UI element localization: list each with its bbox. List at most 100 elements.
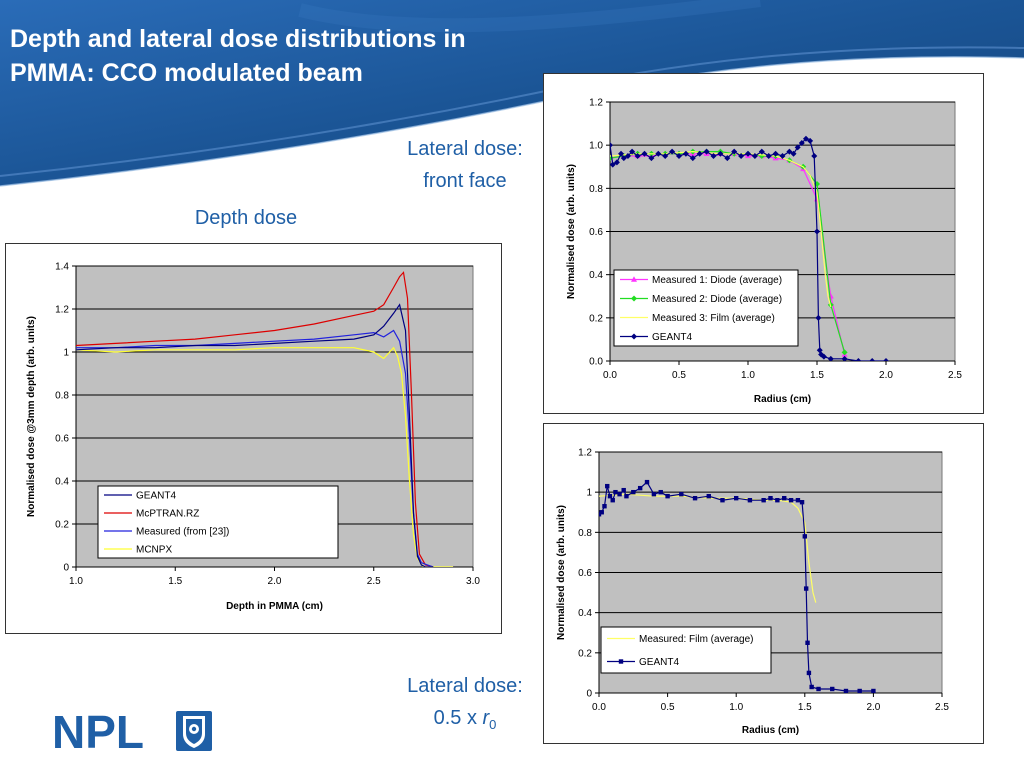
data-point [599,510,604,515]
data-point [610,498,615,503]
legend: Measured: Film (average) GEANT4 [600,626,772,674]
legend: Measured 1: Diode (average) Measured 2: D… [613,269,799,347]
data-point [811,152,818,159]
series-mcptran-rz [76,271,434,567]
data-point [871,688,876,693]
data-point [644,479,650,485]
data-point [869,358,876,361]
lateral-front-chart: 0.0 0.2 0.4 0.6 0.8 1.0 1.2 0.0 0.5 1.0 1.5 2.0 2.5 R… [543,73,984,414]
title-line-2: PMMA: CCO modulated beam [10,59,363,87]
data-point [676,152,682,159]
depth-dose-chart: 0 0.2 0.4 0.6 0.8 1 1.2 1.4 1.0 1.5 2.0 2.5 3.0 Depth… [5,243,502,634]
data-point [772,150,779,157]
data-point [624,493,629,499]
data-point [761,498,766,503]
x-tick-label: 3.0 [466,576,480,587]
data-point [682,150,689,157]
caption-lateral-half-line2: 0.5 x r0 [380,702,550,741]
y-axis-label: Normalised dose @3mm depth (arb. units) [26,316,37,517]
series-line [76,271,434,567]
data-point [692,495,698,501]
data-point [827,293,834,299]
caption-lateral-front-line2: front face [423,170,507,192]
y-tick-label: 0.2 [589,313,603,324]
data-point [734,495,739,501]
data-point [738,152,745,159]
y-tick-label: 1.2 [55,305,69,316]
data-point [602,504,607,509]
data-point [830,686,835,692]
x-axis-label: Depth in PMMA (cm) [226,601,323,612]
series-mcnpx [76,346,454,567]
x-tick-label: 1.5 [168,576,182,587]
data-point [802,534,807,539]
data-point [631,489,636,495]
legend-label: Measured 1: Diode (average) [652,275,782,286]
data-point [827,355,834,361]
data-point [613,159,620,166]
series-line [610,137,886,361]
series-geant4 [76,303,434,567]
legend-box [613,269,799,347]
y-tick-label: 0 [63,563,69,574]
x-tick-label: 2.5 [948,370,962,381]
caption-depth: Depth dose [156,202,336,234]
series-geant4 [599,479,876,693]
data-point [696,150,703,157]
legend-box [600,626,772,674]
data-point [669,148,676,155]
x-tick-label: 0.0 [603,370,617,381]
y-tick-label: 0.6 [578,568,592,579]
legend-label: Measured 2: Diode (average) [652,294,782,305]
y-tick-label: 1.0 [589,141,603,152]
legend-marker [631,276,637,282]
x-tick-label: 1.0 [741,370,755,381]
data-point [768,495,773,501]
data-point [689,155,696,162]
y-tick-label: 1.2 [589,98,603,109]
data-point [731,148,738,155]
y-tick-label: 1 [586,488,592,499]
data-point [807,137,814,144]
data-point [803,586,809,591]
data-point [637,485,643,491]
x-tick-label: 1.5 [810,370,824,381]
caption-lateral-half-line1: Lateral dose: [407,675,523,697]
data-point [747,498,753,503]
x-axis-label: Radius (cm) [742,725,799,736]
npl-logo: NPL [52,708,212,754]
data-point [624,152,631,159]
data-point [857,688,862,693]
data-point [815,314,822,321]
npl-logo-text: NPL [52,708,144,754]
x-tick-label: 2.5 [935,702,949,713]
legend-label: McPTRAN.RZ [136,509,199,520]
y-tick-label: 0.4 [589,270,603,281]
y-tick-label: 0 [586,689,592,700]
y-tick-label: 0.6 [55,434,69,445]
data-point [629,148,636,155]
y-tick-label: 0.0 [589,357,603,368]
y-tick-label: 0.4 [578,608,592,619]
data-point [634,152,641,159]
data-point [610,161,616,168]
x-tick-label: 1.0 [69,576,83,587]
legend-box [97,485,339,559]
y-tick-label: 1 [63,348,69,359]
data-point [795,498,801,503]
data-point [745,150,751,157]
data-point [802,135,809,142]
data-point [648,155,655,162]
caption-depth-text: Depth dose [194,207,298,229]
data-point [788,498,794,503]
x-tick-label: 2.0 [866,702,880,713]
x-tick-label: 1.5 [798,702,812,713]
y-tick-label: 0.2 [578,648,592,659]
data-point [617,491,622,497]
series-line [76,303,434,567]
data-point [806,670,812,676]
x-tick-label: 2.5 [367,576,381,587]
y-tick-label: 0.8 [578,528,592,539]
legend-label: GEANT4 [136,491,176,502]
data-point [883,358,889,361]
